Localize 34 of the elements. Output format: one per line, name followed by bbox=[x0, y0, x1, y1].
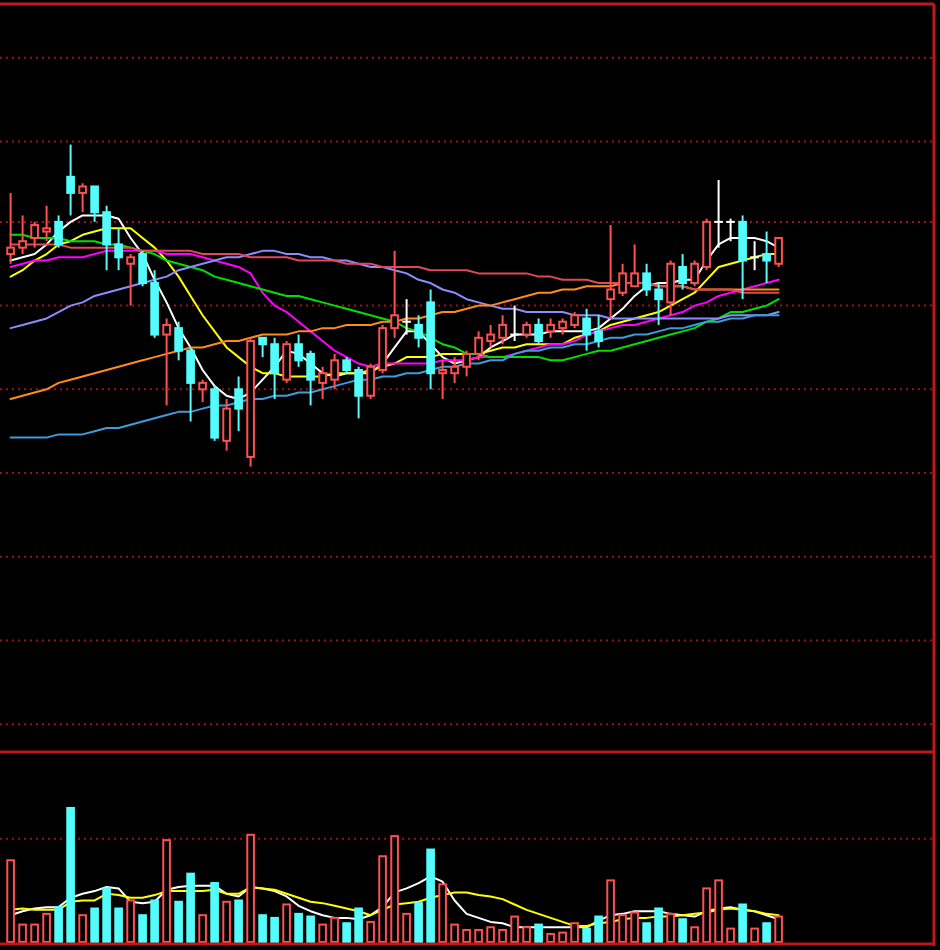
bar bbox=[234, 899, 243, 943]
bar bbox=[162, 839, 171, 943]
candlestick bbox=[54, 214, 63, 249]
bar bbox=[738, 903, 747, 943]
bar bbox=[126, 899, 135, 943]
candlestick bbox=[198, 378, 207, 404]
candlestick bbox=[738, 214, 747, 301]
bar bbox=[246, 833, 255, 943]
candlestick bbox=[774, 236, 783, 268]
candlestick bbox=[402, 298, 411, 336]
bar bbox=[282, 903, 291, 943]
candlestick bbox=[678, 253, 687, 291]
candlestick bbox=[234, 375, 243, 433]
candlestick bbox=[66, 143, 75, 217]
candlestick bbox=[222, 397, 231, 452]
candlestick bbox=[666, 259, 675, 317]
bar bbox=[198, 914, 207, 943]
bar bbox=[78, 914, 87, 943]
candlestick bbox=[750, 240, 759, 272]
candlestick bbox=[510, 304, 519, 343]
bar bbox=[774, 915, 783, 943]
candlestick bbox=[126, 253, 135, 307]
candlestick bbox=[762, 230, 771, 285]
candlestick bbox=[78, 182, 87, 214]
candlestick bbox=[162, 317, 171, 407]
bar bbox=[222, 900, 231, 943]
candlestick bbox=[534, 317, 543, 346]
candlestick bbox=[282, 340, 291, 384]
bar bbox=[534, 923, 543, 943]
bar bbox=[750, 927, 759, 943]
bar bbox=[762, 922, 771, 943]
bar bbox=[678, 918, 687, 943]
bar bbox=[666, 912, 675, 943]
bar bbox=[210, 882, 219, 943]
